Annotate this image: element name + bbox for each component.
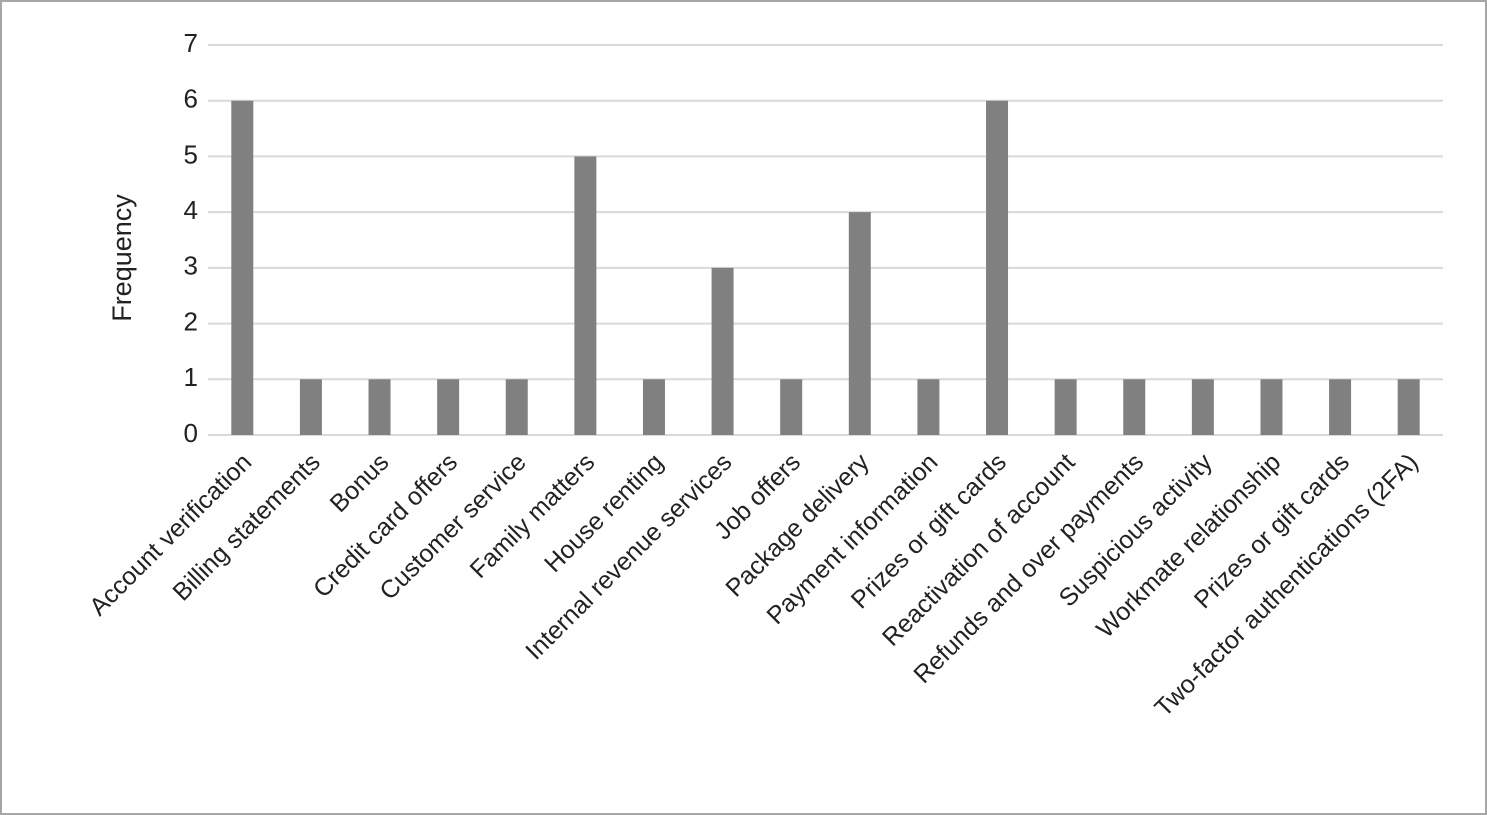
bar: [368, 379, 391, 435]
y-tick-label: 1: [184, 362, 198, 392]
bar: [642, 379, 665, 435]
bar: [437, 379, 460, 435]
y-tick-label: 0: [184, 418, 198, 448]
bar: [780, 379, 803, 435]
bar: [1260, 379, 1283, 435]
bar: [711, 267, 734, 435]
y-tick-label: 2: [184, 306, 198, 336]
bar: [574, 156, 597, 435]
bar: [848, 212, 871, 435]
y-tick-label: 4: [184, 195, 198, 225]
bar: [986, 100, 1009, 435]
bar: [1329, 379, 1352, 435]
y-tick-label: 3: [184, 251, 198, 281]
bar: [299, 379, 322, 435]
y-tick-label: 5: [184, 139, 198, 169]
bar: [1191, 379, 1214, 435]
bar: [231, 100, 254, 435]
bar: [1397, 379, 1420, 435]
bar: [1054, 379, 1077, 435]
y-tick-label: 6: [184, 84, 198, 114]
bar: [505, 379, 528, 435]
y-axis-title: Frequency: [107, 194, 137, 322]
bar: [917, 379, 940, 435]
bar: [1123, 379, 1146, 435]
y-tick-label: 7: [184, 28, 198, 58]
